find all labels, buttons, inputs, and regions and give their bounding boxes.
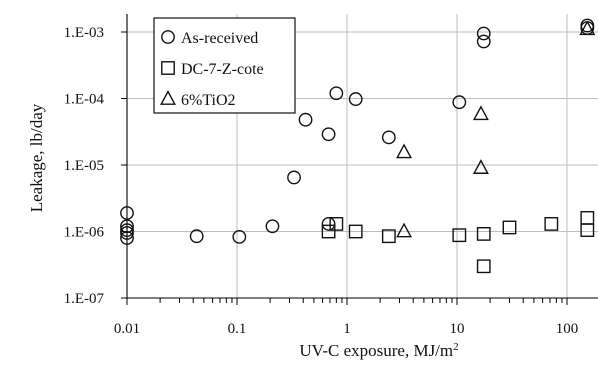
- triangle-marker: [579, 20, 596, 36]
- circle-marker: [321, 127, 336, 142]
- y-tick-label: 1.E-06: [64, 225, 105, 241]
- square-marker: [348, 224, 363, 239]
- triangle-marker: [160, 90, 176, 105]
- circle-marker: [476, 26, 491, 41]
- legend-box: [153, 17, 296, 114]
- series-6-tio2: [396, 20, 596, 238]
- square-marker: [329, 217, 344, 231]
- square-marker: [381, 229, 396, 244]
- circle-marker: [189, 229, 204, 244]
- circle-marker: [232, 229, 247, 244]
- y-tick-label: 1.E-04: [64, 92, 105, 108]
- x-axis-title-main: UV-C exposure, MJ/m: [299, 341, 453, 360]
- legend-label: DC-7-Z-cote: [181, 61, 264, 78]
- triangle-marker: [472, 159, 489, 174]
- y-tick-label: 1.E-07: [64, 291, 105, 307]
- x-tick-label: 0.01: [114, 321, 140, 337]
- square-marker: [476, 227, 491, 241]
- series-as-received: [120, 18, 595, 245]
- circle-marker: [265, 219, 280, 234]
- axis-ticks: 0.01 0.1 1 10 100 1.E-07 1.E-06 1.E-05 1.E-04 1.E…: [64, 25, 579, 337]
- square-marker: [476, 259, 491, 274]
- circle-marker: [321, 217, 336, 231]
- legend-label: As-received: [181, 30, 258, 47]
- y-tick-label: 1.E-05: [64, 158, 104, 174]
- x-axis-title-superscript: 2: [453, 341, 459, 353]
- x-tick-label: 0.1: [228, 321, 247, 337]
- triangle-marker: [472, 105, 489, 121]
- circle-marker: [348, 92, 363, 106]
- x-tick-label: 10: [450, 321, 465, 337]
- circle-marker: [120, 226, 134, 240]
- circle-marker: [452, 95, 467, 110]
- circle-marker: [120, 206, 134, 220]
- circle-marker: [298, 112, 313, 127]
- square-marker: [321, 224, 336, 239]
- square-marker: [452, 228, 467, 243]
- triangle-marker: [396, 143, 413, 159]
- x-axis-title: UV-C exposure, MJ/m2: [299, 341, 458, 360]
- x-tick-label: 1: [343, 321, 351, 337]
- square-marker: [580, 223, 595, 237]
- legend: As-received DC-7-Z-cote 6%TiO2: [153, 17, 296, 114]
- circle-marker: [287, 170, 301, 185]
- circle-marker: [476, 34, 491, 49]
- circle-marker: [329, 86, 344, 101]
- circle-marker: [161, 30, 175, 44]
- x-tick-label: 100: [556, 321, 579, 337]
- legend-item: DC-7-Z-cote: [161, 61, 264, 78]
- square-marker: [544, 217, 559, 231]
- legend-item: 6%TiO2: [160, 90, 236, 109]
- square-marker: [502, 220, 517, 235]
- series-dc-7-z-cote: [321, 211, 595, 274]
- legend-label: 6%TiO2: [181, 92, 236, 109]
- legend-item: As-received: [161, 30, 258, 47]
- square-marker: [580, 211, 595, 225]
- y-axis-title: Leakage, lb/day: [27, 103, 46, 212]
- axes: [126, 14, 598, 299]
- triangle-marker: [396, 222, 413, 238]
- circle-marker: [120, 231, 134, 245]
- plot-markers: [120, 18, 596, 274]
- circle-marker: [381, 130, 396, 145]
- square-marker: [161, 61, 175, 75]
- y-tick-label: 1.E-03: [64, 25, 104, 41]
